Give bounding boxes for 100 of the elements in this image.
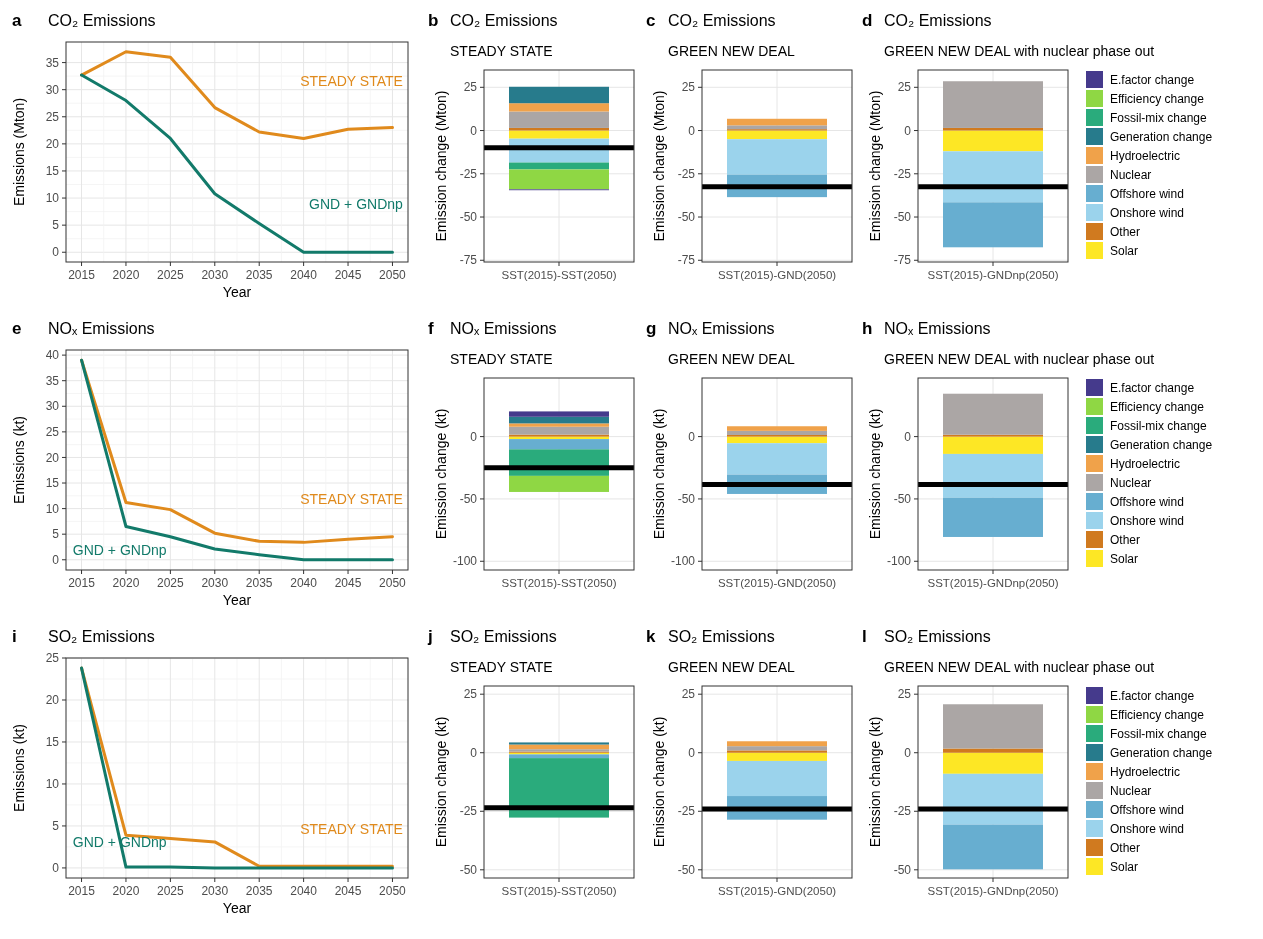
y-tick-label: 20	[45, 693, 60, 708]
x-tick-label: 2020	[112, 884, 140, 898]
y-tick-label: -75	[893, 253, 912, 268]
y-tick-label: -25	[677, 166, 696, 181]
y-tick-label: -50	[459, 863, 478, 877]
legend-label: E.factor change	[1110, 689, 1195, 704]
x-tick-label: 2045	[334, 576, 362, 590]
y-axis-title: Emission change (kt)	[433, 408, 449, 540]
chart-title: NOₓ Emissions	[668, 320, 775, 337]
legend-label: Nuclear	[1110, 784, 1152, 799]
legend-label: E.factor change	[1110, 73, 1195, 88]
chart-title: SO₂ Emissions	[450, 628, 557, 645]
y-axis-title: Emission change (Mton)	[651, 90, 667, 242]
legend-label: Efficiency change	[1110, 400, 1205, 415]
y-tick-label: 0	[904, 745, 912, 760]
x-tick-label: 2020	[112, 576, 140, 590]
chart-title: CO₂ Emissions	[884, 12, 992, 29]
x-tick-label: 2030	[201, 268, 229, 282]
chart-title: NOₓ Emissions	[450, 320, 557, 337]
x-tick-label: 2045	[334, 268, 362, 282]
y-tick-label: 0	[904, 429, 912, 444]
legend-label: Nuclear	[1110, 168, 1152, 183]
chart-title: CO₂ Emissions	[48, 12, 156, 29]
y-tick-label: 25	[45, 425, 60, 440]
chart-title: NOₓ Emissions	[884, 320, 991, 337]
chart-subtitle: GREEN NEW DEAL with nuclear phase out	[884, 43, 1155, 59]
y-axis-title: Emission change (kt)	[651, 408, 667, 540]
chart-subtitle: STEADY STATE	[450, 43, 553, 59]
text: g	[646, 319, 657, 338]
chart-title: CO₂ Emissions	[450, 12, 558, 29]
x-tick-label: SST(2015)-GNDnp(2050)	[927, 269, 1059, 281]
chart-title: CO₂ Emissions	[668, 12, 776, 29]
x-tick-label: 2025	[157, 268, 185, 282]
x-tick-label: SST(2015)-GNDnp(2050)	[927, 577, 1059, 589]
y-tick-label: -50	[893, 210, 912, 225]
y-tick-label: 0	[470, 123, 478, 138]
legend-label: Other	[1110, 533, 1141, 548]
y-axis-title: Emission change (kt)	[867, 716, 883, 848]
text: c	[646, 11, 656, 30]
chart-subtitle: STEADY STATE	[450, 659, 553, 675]
x-tick-label: 2040	[290, 884, 318, 898]
x-tick-label: 2035	[245, 576, 273, 590]
x-tick-label: 2045	[334, 884, 362, 898]
y-tick-label: 25	[681, 80, 696, 95]
x-tick-label: 2025	[157, 576, 185, 590]
x-tick-label: 2030	[201, 576, 229, 590]
legend-label: Other	[1110, 225, 1141, 240]
y-tick-label: 20	[45, 137, 60, 152]
x-tick-label: 2050	[379, 884, 407, 898]
y-tick-label: -75	[459, 253, 478, 268]
y-tick-label: -25	[677, 804, 696, 819]
x-axis-title: Year	[222, 592, 252, 608]
y-tick-label: 40	[45, 348, 60, 363]
legend-label: Onshore wind	[1110, 514, 1185, 529]
legend-label: Generation change	[1110, 438, 1213, 453]
x-axis-title: Year	[222, 284, 252, 300]
text: d	[862, 11, 873, 30]
y-tick-label: 25	[45, 109, 60, 124]
x-tick-label: SST(2015)-SST(2050)	[501, 269, 617, 281]
legend-label: Hydroelectric	[1110, 457, 1181, 472]
text: GND + GNDnp	[309, 196, 404, 213]
x-tick-label: SST(2015)-GND(2050)	[717, 885, 837, 897]
legend-label: Fossil-mix change	[1110, 419, 1208, 434]
chart-title: SO₂ Emissions	[884, 628, 991, 645]
legend-label: Fossil-mix change	[1110, 111, 1208, 126]
y-tick-label: 0	[904, 123, 912, 138]
series-label: GND + GNDnp	[72, 541, 167, 558]
y-tick-label: 0	[52, 861, 60, 876]
y-tick-label: -50	[459, 492, 478, 507]
x-tick-label: 2035	[245, 884, 273, 898]
chart-subtitle: GREEN NEW DEAL	[668, 351, 796, 367]
chart-subtitle: GREEN NEW DEAL with nuclear phase out	[884, 351, 1155, 367]
y-tick-label: 5	[52, 819, 60, 834]
y-tick-label: 35	[45, 373, 60, 388]
y-tick-label: 25	[681, 687, 696, 702]
y-axis-title: Emissions (kt)	[11, 416, 27, 504]
y-tick-label: 0	[688, 429, 696, 444]
legend-label: Efficiency change	[1110, 708, 1205, 723]
legend-label: Offshore wind	[1110, 187, 1184, 202]
y-tick-label: -50	[677, 210, 696, 225]
x-tick-label: 2020	[112, 268, 140, 282]
legend-label: Other	[1110, 841, 1141, 856]
legend-label: Onshore wind	[1110, 206, 1185, 221]
x-tick-label: SST(2015)-SST(2050)	[501, 885, 617, 897]
y-axis-title: Emission change (kt)	[651, 716, 667, 848]
legend-label: Offshore wind	[1110, 803, 1184, 818]
y-tick-label: 35	[45, 55, 60, 70]
y-axis-title: Emission change (Mton)	[433, 90, 449, 242]
y-tick-label: 0	[52, 552, 60, 567]
text: h	[862, 319, 873, 338]
x-tick-label: SST(2015)-GNDnp(2050)	[927, 885, 1059, 897]
y-tick-label: 0	[470, 429, 478, 444]
legend-label: Solar	[1110, 244, 1139, 259]
y-tick-label: 25	[45, 651, 60, 666]
y-tick-label: 15	[45, 735, 60, 750]
y-tick-label: 0	[470, 745, 478, 760]
legend-label: Efficiency change	[1110, 92, 1205, 107]
x-tick-label: 2035	[245, 268, 273, 282]
y-axis-title: Emissions (kt)	[11, 724, 27, 812]
text: STEADY STATE	[300, 491, 403, 507]
